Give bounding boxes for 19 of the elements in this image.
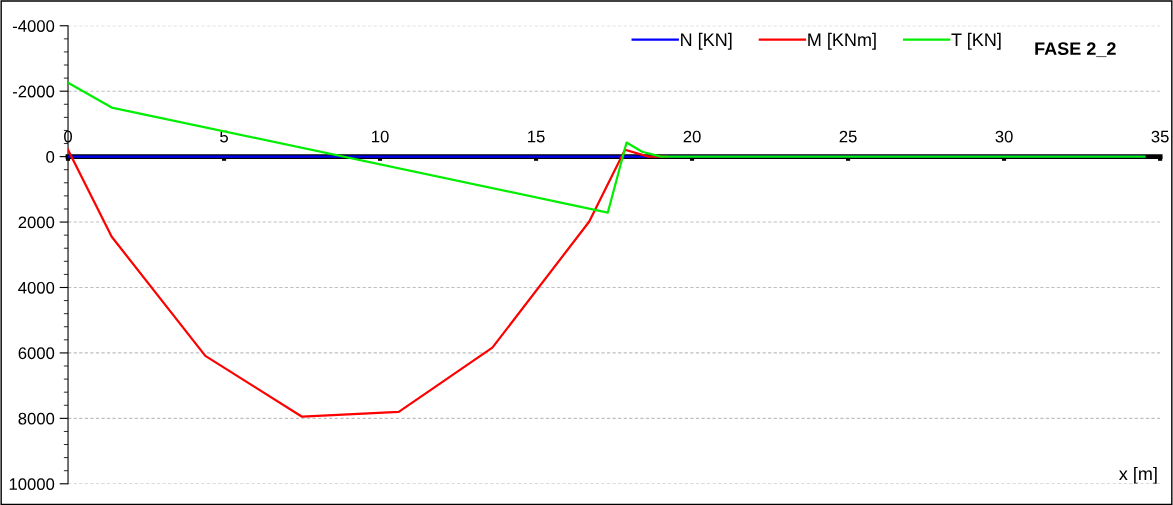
y-tick-label: 4000	[18, 281, 55, 294]
y-tick-label: 10000	[9, 478, 55, 490]
legend-label: N [KN]	[681, 32, 732, 50]
x-tick-label: 25	[839, 130, 857, 143]
legend-label: M [KNm]	[808, 32, 876, 50]
annotation: FASE 2_2	[1035, 42, 1116, 58]
x-tick-label: 20	[683, 130, 701, 143]
x-tick-label: 10	[372, 130, 389, 143]
x-tick-label: 30	[995, 130, 1013, 143]
y-tick-label: -4000	[12, 20, 55, 32]
legend-label: T [KN]	[951, 32, 1001, 50]
y-tick-label: 6000	[18, 347, 55, 360]
x-tick-label: 15	[528, 130, 545, 143]
y-tick-label: 0	[46, 151, 55, 163]
x-axis-title: x [m]	[1119, 466, 1157, 484]
y-tick-label: 2000	[18, 216, 55, 229]
y-tick-label: -2000	[12, 85, 55, 98]
y-tick-label: 8000	[18, 412, 55, 425]
x-tick-label: 35	[1151, 130, 1169, 143]
